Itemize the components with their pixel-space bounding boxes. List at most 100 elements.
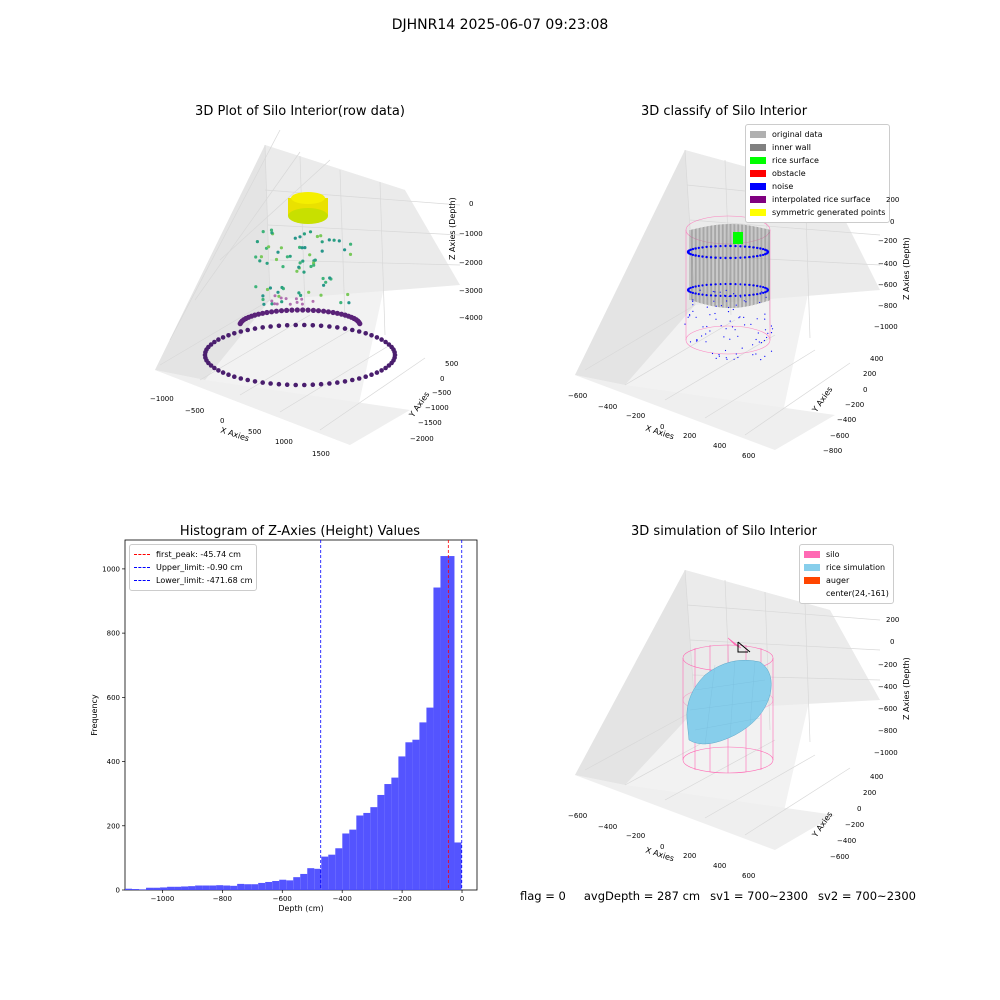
ring-point: [302, 382, 307, 388]
histogram-bar: [447, 556, 455, 890]
noise-point: [692, 300, 694, 302]
noise-point: [771, 328, 774, 330]
legend-item: first_peak: -45.74 cm: [134, 548, 252, 561]
avg-depth: avgDepth = 287 cm: [583, 889, 701, 903]
classify-z-tick: −400: [878, 260, 898, 268]
classify-3d-plot: [575, 149, 881, 450]
legend-label: rice simulation: [826, 563, 886, 572]
ring-point: [369, 333, 374, 338]
mid-point: [349, 242, 353, 246]
ring-point: [334, 310, 340, 316]
figure-title: DJHNR14 2025-06-07 09:23:08: [391, 17, 609, 33]
ring-point: [318, 323, 324, 329]
ring-point: [278, 308, 285, 314]
noise-point: [705, 245, 708, 249]
auger-marker: [737, 641, 751, 653]
simulation-3d-plot: [575, 569, 881, 850]
noise-point: [739, 283, 742, 286]
mid-point: [300, 302, 304, 306]
noise-point: [729, 282, 732, 286]
noise-point: [694, 247, 697, 250]
noise-point: [738, 317, 740, 319]
noise-point: [709, 294, 713, 297]
mid-point: [277, 294, 281, 298]
noise-point: [764, 253, 767, 256]
classify-x-ticks: −600 −400 −200 0 200 400 600: [568, 392, 768, 462]
noise-point: [724, 282, 727, 286]
ring-point: [293, 322, 298, 328]
mid-point: [259, 255, 263, 259]
mid-point: [302, 232, 306, 236]
mid-point: [307, 290, 311, 294]
legend-swatch: [750, 144, 766, 151]
noise-point: [734, 283, 737, 286]
ring-point: [268, 381, 273, 386]
ring-point: [294, 307, 300, 313]
histogram-bar: [412, 739, 420, 890]
histogram-bar: [188, 886, 196, 890]
noise-point: [745, 301, 747, 303]
mid-point: [308, 230, 313, 234]
ring-point: [238, 376, 244, 381]
noise-point: [702, 326, 704, 328]
noise-point: [714, 312, 716, 315]
simulation-y-tick: −200: [845, 821, 865, 829]
mid-point: [254, 285, 258, 289]
legend-item: symmetric generated points: [750, 206, 885, 219]
ring-point: [327, 324, 332, 329]
noise-point: [726, 358, 728, 360]
noise-point: [761, 253, 765, 257]
mid-point: [280, 285, 284, 290]
histogram-bar: [286, 880, 294, 890]
simulation-x-tick: 0: [660, 843, 665, 851]
mid-point: [265, 287, 270, 292]
noise-point: [737, 335, 739, 337]
noise-point: [735, 304, 737, 306]
noise-point: [734, 329, 736, 331]
simulation-x-tick: −400: [598, 823, 618, 831]
raw-z-ticks: 0 −1000 −2000 −3000 −4000: [459, 200, 499, 330]
histogram-bar: [349, 829, 357, 890]
ring-point: [220, 370, 226, 375]
classify-x-tick: 0: [660, 423, 665, 431]
noise-point: [743, 245, 747, 248]
ring-point: [327, 381, 332, 386]
noise-point: [743, 283, 747, 286]
noise-point: [729, 256, 732, 260]
legend-item: inner wall: [750, 141, 885, 154]
raw-x-tick: −500: [185, 407, 205, 415]
noise-point: [766, 250, 769, 253]
noise-point: [740, 296, 742, 298]
noise-point: [692, 299, 694, 301]
legend-item: noise: [750, 180, 885, 193]
simulation-z-tick: −600: [878, 705, 898, 713]
legend-swatch: [804, 564, 820, 571]
simulation-rice-surface: [686, 659, 772, 746]
legend-swatch: [750, 209, 766, 216]
noise-point: [726, 300, 728, 302]
classify-x-tick: −600: [568, 392, 588, 400]
classify-rice-surface: [733, 232, 743, 244]
noise-point: [701, 293, 704, 296]
simulation-legend: silo rice simulation auger center(24,-16…: [799, 544, 894, 604]
classify-3d-axes-box: [575, 149, 881, 450]
mid-point: [324, 280, 328, 284]
noise-point: [720, 305, 722, 307]
noise-point: [735, 353, 737, 355]
ring-point: [383, 339, 388, 345]
noise-point: [727, 311, 730, 313]
noise-point: [734, 256, 737, 260]
noise-point: [725, 289, 727, 291]
classify-y-tick: 200: [863, 370, 877, 378]
histogram-bar: [454, 842, 462, 890]
noise-point: [711, 352, 714, 355]
noise-point: [705, 294, 708, 297]
noise-point: [701, 246, 704, 249]
noise-point: [705, 341, 707, 343]
ring-point: [245, 377, 250, 383]
legend-label: obstacle: [772, 169, 806, 178]
ring-point: [302, 322, 307, 328]
mid-point: [327, 238, 331, 242]
mid-point: [261, 230, 265, 234]
mid-point: [270, 231, 274, 235]
